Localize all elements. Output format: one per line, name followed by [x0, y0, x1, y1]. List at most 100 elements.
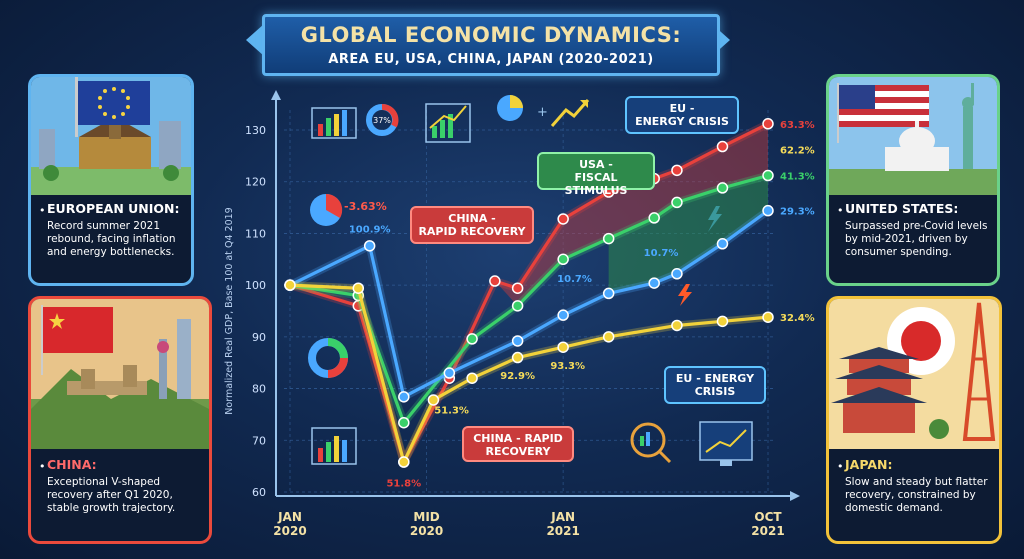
japan-bullet: • — [837, 460, 844, 473]
usa-scene-image — [829, 77, 997, 195]
usa-card: • UNITED STATES: Surpassed pre-Covid lev… — [826, 74, 1000, 286]
eu-scene-image — [31, 77, 191, 195]
x-tick-label: MID — [413, 510, 439, 524]
bar-chart-icon — [311, 107, 357, 139]
x-tick-label: JAN — [550, 510, 575, 524]
yellow-series-point — [671, 319, 683, 332]
yellow-series-point — [511, 351, 524, 364]
china-flag — [41, 305, 113, 375]
y-tick-label: 80 — [252, 383, 266, 396]
red-series-point — [511, 282, 524, 294]
data-label-green: 41.3% — [780, 172, 815, 183]
green-series-point — [671, 196, 683, 209]
page-subtitle: AREA EU, USA, CHINA, JAPAN (2020-2021) — [328, 52, 654, 67]
usa-bullet: • — [837, 204, 844, 217]
yellow-series-point — [557, 341, 569, 353]
red-green-gap-area — [494, 123, 768, 306]
data-label-blue: 100.9% — [349, 224, 391, 235]
data-label-blue: 10.7% — [557, 274, 592, 285]
eu-heading: EUROPEAN UNION: — [47, 201, 180, 216]
yellow-series-point — [762, 311, 774, 323]
green-series-point — [557, 253, 569, 266]
y-tick-label: 100 — [245, 279, 266, 292]
data-label-yellow: 51.3% — [434, 405, 469, 416]
yellow-series-point — [427, 394, 440, 406]
donut-chart-icon — [308, 338, 348, 378]
blue-series-point — [648, 277, 660, 289]
x-axis-arrow — [790, 491, 800, 501]
growth-chart-icon — [425, 103, 471, 143]
donut-icon: 37% — [366, 104, 399, 136]
data-label-red: 51.8% — [386, 479, 421, 490]
eu-flag-stars — [98, 87, 130, 119]
chart-series — [284, 118, 774, 468]
red-series-point — [716, 140, 729, 153]
annotation-china-rapid-recovery-mid: CHINA - RAPID RECOVERY — [410, 206, 534, 244]
data-label-yellow: 62.2% — [780, 146, 815, 157]
data-label-yellow: 32.4% — [780, 313, 815, 324]
blue-series-point — [716, 238, 729, 250]
monitor-chart-icon — [699, 421, 753, 466]
japan-text: Slow and steady but flatter recovery, co… — [845, 475, 988, 514]
eu-bullet: • — [39, 204, 46, 217]
x-tick-label: OCT — [754, 510, 782, 524]
red-series-point — [489, 275, 501, 287]
page-title: GLOBAL ECONOMIC DYNAMICS: — [300, 23, 682, 47]
usa-text: Surpassed pre-Covid levels by mid-2021, … — [845, 219, 988, 258]
annotation-eu-energy-crisis-top: EU - ENERGY CRISIS — [625, 96, 739, 134]
data-label-blue: 29.3% — [780, 207, 815, 218]
magnifier-chart-icon — [630, 422, 672, 464]
trend-up-icon — [550, 99, 590, 127]
japan-description: • JAPAN: Slow and steady but flatter rec… — [835, 457, 993, 535]
usa-description: • UNITED STATES: Surpassed pre-Covid lev… — [835, 201, 991, 277]
donut-label: 37% — [373, 116, 391, 125]
yellow-series-point — [352, 282, 365, 294]
blue-series-point — [511, 335, 524, 347]
japan-heading: JAPAN: — [845, 457, 893, 472]
data-label-yellow: 93.3% — [550, 361, 585, 372]
green-series-point — [762, 169, 774, 182]
green-series-point — [716, 182, 729, 194]
pie-icon — [497, 95, 523, 121]
x-tick-label: 2021 — [546, 524, 579, 538]
blue-series-point — [602, 287, 615, 300]
japan-scene-image — [829, 299, 999, 449]
china-scene-image — [31, 299, 209, 449]
negative-pie-icon: -3.63% — [310, 193, 387, 226]
lightning-icon-small — [678, 284, 692, 306]
x-tick-label: JAN — [277, 510, 302, 524]
china-bullet: • — [39, 460, 46, 473]
title-banner: GLOBAL ECONOMIC DYNAMICS: AREA EU, USA, … — [262, 14, 720, 76]
x-tick-label: 2020 — [273, 524, 306, 538]
green-series-point — [648, 212, 660, 224]
annotation-eu-energy-crisis-bottom: EU - ENERGY CRISIS — [664, 366, 766, 404]
chart-data-labels: 63.3% 62.2% 41.3% 29.3% 32.4% 100.9% 51.8% 51.3… — [349, 120, 815, 490]
red-series-point — [671, 164, 683, 177]
eu-text: Record summer 2021 rebound, facing infla… — [47, 219, 176, 258]
y-tick-label: 130 — [245, 124, 266, 137]
blue-series-point — [762, 204, 774, 217]
eu-card: • EUROPEAN UNION: Record summer 2021 reb… — [28, 74, 194, 286]
x-tick-label: 2021 — [751, 524, 784, 538]
green-series-point — [466, 333, 478, 345]
y-axis-arrow — [271, 90, 281, 100]
data-label-yellow: 92.9% — [500, 371, 535, 382]
chart-axes: 60708090100110120130JAN2020MID2020JAN202… — [224, 90, 800, 538]
china-card: • CHINA: Exceptional V-shaped recovery a… — [28, 296, 212, 544]
data-label-red: 63.3% — [780, 120, 815, 131]
yellow-series-point — [398, 456, 410, 468]
blue-series-point — [671, 268, 683, 280]
y-tick-label: 60 — [252, 486, 266, 499]
eu-description: • EUROPEAN UNION: Record summer 2021 reb… — [37, 201, 185, 277]
red-series-point — [762, 118, 774, 130]
mini-bar-chart-icon — [311, 427, 357, 465]
red-series-point — [557, 213, 569, 225]
y-axis-label: Normalized Real GDP, Base 100 at Q4 2019 — [224, 207, 235, 414]
title-ribbon-left — [246, 24, 264, 56]
pie-change-label: -3.63% — [344, 200, 387, 213]
china-heading: CHINA: — [47, 457, 97, 472]
green-series-point — [398, 416, 410, 429]
plus-icon: + — [537, 105, 548, 120]
